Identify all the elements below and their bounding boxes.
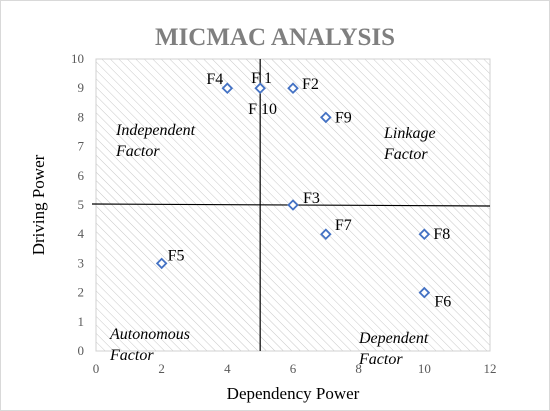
data-point-label: F4 [206, 71, 223, 88]
y-tick-label: 6 [78, 168, 85, 183]
data-point-label: F 10 [248, 101, 277, 118]
quadrant-label-line: Independent [115, 122, 196, 139]
y-tick-label: 10 [71, 51, 84, 66]
y-tick-label: 2 [78, 285, 85, 300]
chart-title: MICMAC ANALYSIS [155, 24, 395, 51]
quadrant-label-line: Dependent [358, 330, 429, 347]
quadrant-label-line: Linkage [383, 125, 436, 142]
quadrant-label-line: Factor [383, 146, 428, 163]
data-point-label: F9 [335, 109, 352, 126]
data-point-label: F7 [335, 217, 352, 234]
data-point-marker [320, 228, 332, 240]
x-tick-label: 0 [93, 361, 100, 376]
data-point-marker [254, 82, 266, 94]
quadrant-label-linkage: Linkage Factor [383, 125, 436, 163]
data-point-label: F5 [168, 247, 185, 264]
y-tick-label: 3 [78, 255, 85, 270]
quadrant-label-autonomous: Autonomous Factor [109, 326, 190, 364]
data-point-marker [287, 82, 299, 94]
x-tick-label: 8 [355, 361, 362, 376]
y-tick-label: 1 [78, 314, 85, 329]
y-tick-label: 5 [78, 197, 85, 212]
y-tick-label: 4 [78, 226, 85, 241]
quadrant-label-dependent: Dependent Factor [358, 330, 429, 368]
quadrant-label-line: Factor [109, 347, 154, 364]
quadrant-label-line: Factor [115, 143, 160, 160]
y-axis-title: Driving Power [29, 154, 48, 255]
x-axis-title: Dependency Power [227, 384, 360, 403]
data-point-label: F 1 [251, 70, 272, 87]
data-point-marker [287, 199, 299, 211]
data-point-label: F6 [434, 294, 451, 311]
y-tick-label: 7 [78, 139, 85, 154]
y-tick-label: 9 [78, 80, 85, 95]
data-point-marker [320, 111, 332, 124]
y-tick-label: 8 [78, 109, 85, 124]
x-tick-label: 6 [290, 361, 297, 376]
data-point-label: F3 [303, 190, 320, 207]
data-point-marker [418, 228, 431, 240]
quadrant-label-independent: Independent Factor [115, 122, 196, 160]
x-tick-label: 12 [484, 361, 497, 376]
x-tick-label: 10 [418, 361, 431, 376]
data-point-label: F2 [302, 76, 319, 93]
data-point-marker [221, 82, 234, 94]
y-tick-label: 0 [78, 343, 85, 358]
quadrant-label-line: Factor [358, 351, 403, 368]
data-points: F4 F 1 F 10 F2 F9 F3 F7 F8 F5 F6 [155, 70, 451, 311]
x-tick-label: 4 [224, 361, 231, 376]
data-point-marker [418, 286, 431, 299]
x-tick-label: 2 [158, 361, 165, 376]
quadrant-label-line: Autonomous [109, 326, 190, 343]
data-point-label: F8 [433, 226, 450, 243]
data-point-marker [155, 257, 168, 270]
